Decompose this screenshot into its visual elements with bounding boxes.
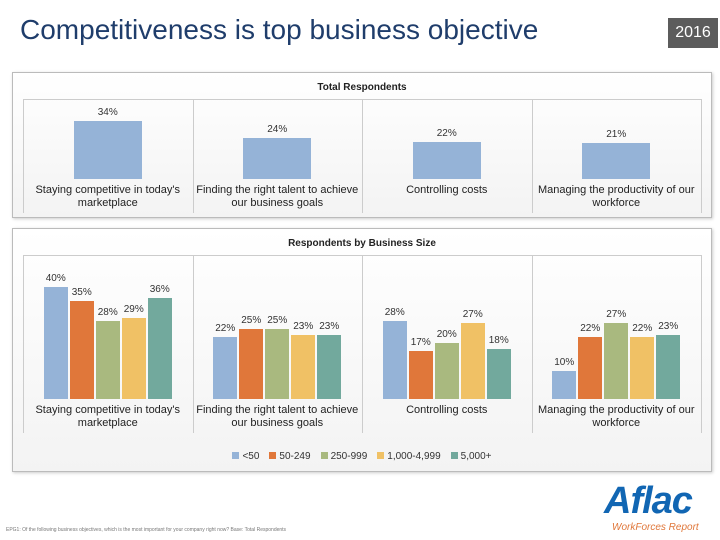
category-label: Managing the productivity of our workfor… — [537, 404, 695, 429]
bar — [460, 323, 485, 399]
separator — [23, 99, 24, 213]
bar — [317, 334, 342, 399]
data-label: 22% — [436, 127, 457, 139]
data-label: 23% — [293, 320, 314, 332]
bar — [239, 329, 264, 399]
data-label: 35% — [71, 287, 92, 298]
bar — [243, 138, 312, 179]
bar — [95, 320, 120, 399]
data-label: 28% — [384, 306, 405, 318]
footnote: EPG1: Of the following business objectiv… — [6, 527, 287, 533]
bar — [434, 343, 459, 399]
chart-title: Total Respondents — [317, 82, 407, 93]
bar — [213, 337, 238, 399]
separator — [531, 255, 533, 433]
slide-title: Competitiveness is top business objectiv… — [20, 14, 539, 45]
year-badge: 2016 — [668, 18, 718, 48]
legend-item: <50 — [232, 451, 259, 462]
separator — [192, 99, 194, 213]
bar — [656, 334, 681, 399]
bar — [408, 351, 433, 399]
data-label: 29% — [123, 303, 144, 315]
legend: <50 50-249 250-999 1,000-4,999 5,000+ — [13, 451, 711, 462]
legend-swatch — [450, 452, 458, 459]
separator — [701, 255, 702, 433]
legend-label: 1,000-4,999 — [387, 451, 441, 462]
data-label: 34% — [97, 107, 118, 119]
category-label: Staying competitive in today's marketpla… — [35, 404, 181, 429]
separator — [192, 255, 194, 433]
bar — [382, 320, 407, 399]
bar — [630, 337, 655, 399]
chart-panel: Respondents by Business Size Staying comp… — [12, 228, 712, 472]
data-label: 27% — [462, 309, 483, 321]
bar — [604, 323, 629, 399]
chart-panel: Total Respondents Staying competitive in … — [12, 72, 712, 218]
logo: Aflac — [604, 480, 693, 522]
bar — [69, 301, 94, 399]
data-label: 28% — [97, 306, 118, 318]
separator — [531, 99, 533, 213]
bar — [578, 337, 603, 399]
separator — [362, 255, 363, 433]
separator — [701, 99, 702, 213]
chart-title: Respondents by Business Size — [288, 238, 436, 249]
bar — [147, 298, 172, 399]
bar — [43, 287, 68, 399]
data-label: 24% — [267, 124, 288, 136]
data-label: 21% — [606, 129, 627, 141]
bar — [291, 334, 316, 399]
legend-swatch — [269, 452, 277, 459]
data-label: 22% — [580, 323, 601, 335]
bar — [412, 141, 481, 179]
legend-item: 1,000-4,999 — [377, 451, 441, 462]
category-label: Controlling costs — [406, 404, 488, 416]
legend-label: 250-999 — [330, 451, 368, 462]
separator — [362, 99, 363, 213]
legend-swatch — [232, 452, 240, 459]
separator — [23, 255, 24, 433]
bar — [486, 348, 511, 399]
data-label: 22% — [215, 323, 236, 335]
legend-item: 5,000+ — [450, 451, 492, 462]
legend-item: 50-249 — [269, 451, 311, 462]
bar — [552, 371, 577, 399]
data-label: 17% — [410, 337, 431, 349]
logo-tagline: WorkForces Report — [612, 522, 699, 533]
category-label: Staying competitive in today's marketpla… — [35, 184, 181, 209]
legend-item: 250-999 — [320, 451, 368, 462]
category-label: Finding the right talent to achieve our … — [196, 404, 359, 429]
data-label: 27% — [606, 309, 627, 321]
bar — [121, 317, 146, 399]
legend-swatch — [377, 452, 385, 459]
bar — [265, 329, 290, 399]
data-label: 18% — [488, 334, 509, 346]
category-label: Managing the productivity of our workfor… — [537, 184, 695, 209]
legend-label: 50-249 — [279, 451, 311, 462]
data-label: 36% — [149, 284, 170, 296]
data-label: 25% — [241, 315, 262, 326]
data-label: 25% — [267, 315, 288, 326]
data-label: 22% — [632, 323, 653, 335]
bar — [582, 143, 651, 179]
category-label: Controlling costs — [406, 184, 488, 196]
bar — [73, 121, 142, 179]
legend-label: 5,000+ — [460, 451, 492, 462]
legend-swatch — [320, 452, 328, 459]
data-label: 23% — [658, 320, 679, 332]
category-label: Finding the right talent to achieve our … — [196, 184, 359, 209]
legend-label: <50 — [242, 451, 260, 462]
data-label: 20% — [436, 329, 457, 340]
data-label: 40% — [45, 273, 66, 284]
data-label: 10% — [554, 357, 575, 368]
data-label: 23% — [319, 320, 340, 332]
